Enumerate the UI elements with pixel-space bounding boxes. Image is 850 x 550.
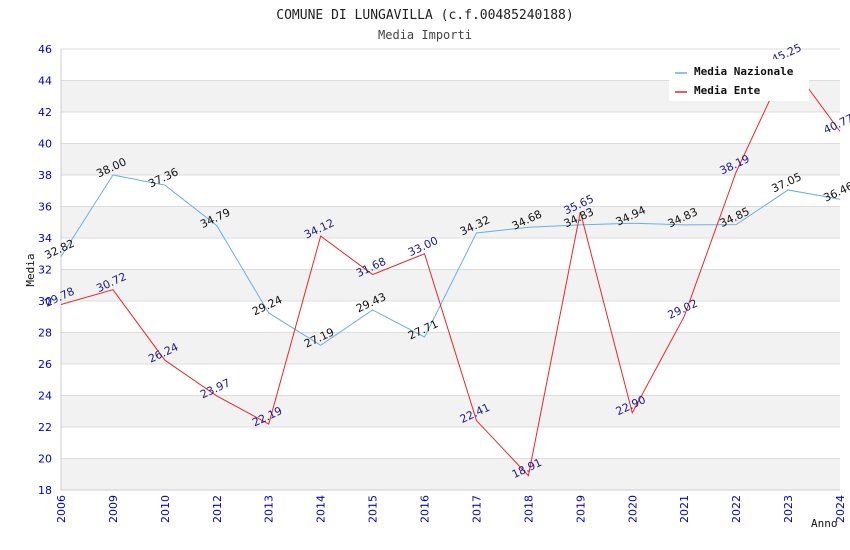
y-tick-label: 24 — [38, 390, 52, 403]
x-tick-label: 2009 — [107, 495, 120, 523]
y-tick-label: 36 — [38, 201, 52, 214]
x-tick-label: 2014 — [315, 495, 328, 523]
data-label-ente: 40.77 — [821, 112, 850, 137]
x-tick-label: 2006 — [55, 495, 68, 523]
x-tick-label: 2020 — [626, 495, 639, 523]
x-tick-label: 2023 — [782, 495, 795, 523]
y-tick-label: 46 — [38, 43, 52, 56]
grid-band — [61, 143, 840, 175]
x-tick-label: 2018 — [522, 495, 535, 523]
legend-box — [669, 59, 809, 101]
series-line-media-ente — [60, 59, 841, 477]
y-tick-label: 30 — [38, 295, 52, 308]
y-tick-labels: 18 20 22 24 26 28 30 32 34 36 38 40 42 44 46 — [38, 43, 52, 497]
y-tick-label: 18 — [38, 484, 52, 497]
series-line-media-nazionale — [60, 174, 841, 346]
y-tick-label: 40 — [38, 138, 52, 151]
x-tick-label: 2010 — [159, 495, 172, 523]
legend: Media Nazionale Media Ente — [669, 59, 809, 101]
x-tick-label: 2016 — [419, 495, 432, 523]
y-tick-label: 26 — [38, 358, 52, 371]
y-tick-label: 42 — [38, 106, 52, 119]
y-tick-label: 34 — [38, 232, 52, 245]
series-layer — [60, 59, 841, 477]
grid-band — [61, 206, 840, 238]
grid-band — [61, 395, 840, 427]
legend-label-ente: Media Ente — [694, 84, 761, 97]
x-tick-label: 2013 — [263, 495, 276, 523]
y-tick-label: 44 — [38, 75, 52, 88]
grid-bands — [61, 80, 840, 490]
axes — [60, 49, 840, 491]
x-tick-labels: 2006 2009 2010 2012 2013 2014 2015 2016 2017 2018… — [55, 495, 847, 523]
data-label-ente: 29.78 — [42, 285, 76, 310]
x-tick-label: 2017 — [470, 495, 483, 523]
x-tick-label: 2024 — [834, 495, 847, 523]
y-tick-label: 20 — [38, 453, 52, 466]
data-label-nazionale: 36.46 — [821, 180, 850, 205]
y-tick-label: 38 — [38, 169, 52, 182]
y-axis-label: Media — [24, 253, 37, 286]
x-tick-label: 2022 — [730, 495, 743, 523]
legend-label-nazionale: Media Nazionale — [694, 65, 794, 78]
chart-title: COMUNE DI LUNGAVILLA (c.f.00485240188) — [276, 8, 573, 23]
chart-subtitle: Media Importi — [378, 28, 472, 42]
y-tick-label: 22 — [38, 421, 52, 434]
y-tick-label: 32 — [38, 264, 52, 277]
y-tick-label: 28 — [38, 327, 52, 340]
x-tick-label: 2021 — [678, 495, 691, 523]
x-tick-label: 2015 — [367, 495, 380, 523]
x-tick-label: 2012 — [211, 495, 224, 523]
x-axis-label: Anno — [811, 517, 838, 530]
grid-band — [61, 458, 840, 490]
x-tick-label: 2019 — [574, 495, 587, 523]
